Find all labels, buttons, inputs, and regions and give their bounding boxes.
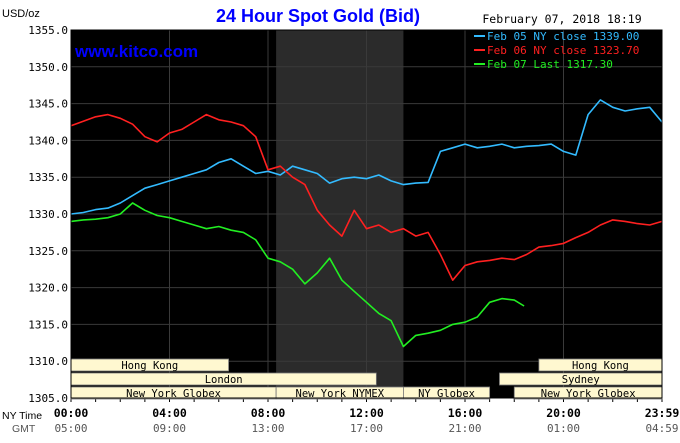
x-tick-label-ny: 08:00 xyxy=(251,406,286,420)
session-label: NY Globex xyxy=(418,388,475,400)
x-tick-label-gmt: 13:00 xyxy=(251,422,284,435)
legend-label: Feb 05 NY close 1339.00 xyxy=(487,30,639,43)
y-unit-label: USD/oz xyxy=(2,8,40,20)
y-tick-label: 1345.0 xyxy=(28,98,68,111)
session-label: New York Globex xyxy=(541,388,636,400)
x-tick-label-ny: 16:00 xyxy=(448,406,483,420)
x-tick-label-gmt: 09:00 xyxy=(153,422,186,435)
site-watermark: www.kitco.com xyxy=(74,42,198,61)
session-hong-kong: Hong Kong xyxy=(70,358,230,372)
chart-title: 24 Hour Spot Gold (Bid) xyxy=(216,6,420,26)
series-line-1 xyxy=(70,99,663,215)
price-series xyxy=(70,99,663,348)
y-tick-label: 1355.0 xyxy=(28,24,68,37)
series-line-3 xyxy=(70,202,525,348)
session-label: Sydney xyxy=(562,374,600,386)
session-label: Hong Kong xyxy=(121,360,178,372)
session-london: London xyxy=(70,372,377,386)
y-tick-label: 1330.0 xyxy=(28,208,68,221)
y-tick-label: 1310.0 xyxy=(28,355,68,368)
legend-label: Feb 06 NY close 1323.70 xyxy=(487,44,639,57)
y-tick-label: 1315.0 xyxy=(28,318,68,331)
series-line-2 xyxy=(70,113,663,281)
x-tick-label-gmt: 17:00 xyxy=(350,422,383,435)
y-tick-label: 1305.0 xyxy=(28,392,68,405)
x-tick-label-ny: 20:00 xyxy=(546,406,581,420)
session-label: New York NYMEX xyxy=(296,388,385,400)
x-tick-label-ny: 23:59 xyxy=(645,406,680,420)
x-tick-label-gmt: 21:00 xyxy=(448,422,481,435)
session-box xyxy=(403,386,491,400)
session-sydney: Sydney xyxy=(499,372,663,386)
legend-item-3: Feb 07 Last 1317.30 xyxy=(474,58,613,71)
x-tick-label-gmt: 05:00 xyxy=(54,422,87,435)
ny-time-label: NY Time xyxy=(2,410,42,422)
x-tick-label-ny: 04:00 xyxy=(152,406,187,420)
session-label: Hong Kong xyxy=(572,360,629,372)
y-tick-label: 1325.0 xyxy=(28,245,68,258)
legend-item-1: Feb 05 NY close 1339.00 xyxy=(474,30,639,43)
x-tick-label-ny: 12:00 xyxy=(349,406,384,420)
x-tick-label-gmt: 04:59 xyxy=(645,422,678,435)
y-tick-label: 1350.0 xyxy=(28,61,68,74)
x-tick-label-ny: 00:00 xyxy=(54,406,89,420)
session-new-york-globex: New York Globex xyxy=(513,386,663,400)
session-label: London xyxy=(205,374,243,386)
x-tick-label-gmt: 01:00 xyxy=(547,422,580,435)
session-ny-globex: NY Globex xyxy=(403,386,491,400)
session-label: New York Globex xyxy=(126,388,221,400)
market-sessions: Hong Kong London New York Globex New York N… xyxy=(70,358,663,400)
plot-frame xyxy=(70,29,663,399)
session-new-york-globex: New York Globex xyxy=(70,386,277,400)
legend-item-2: Feb 06 NY close 1323.70 xyxy=(474,44,639,57)
y-tick-label: 1320.0 xyxy=(28,282,68,295)
legend-label: Feb 07 Last 1317.30 xyxy=(487,58,613,71)
timestamp: February 07, 2018 18:19 xyxy=(482,12,641,26)
axes: 1355.0 1350.0 1345.0 1340.0 1335.0 1330.0 1325… xyxy=(28,24,679,435)
session-hong-kong: Hong Kong xyxy=(538,358,663,372)
y-tick-label: 1340.0 xyxy=(28,134,68,147)
gmt-label: GMT xyxy=(12,423,36,435)
y-tick-label: 1335.0 xyxy=(28,171,68,184)
